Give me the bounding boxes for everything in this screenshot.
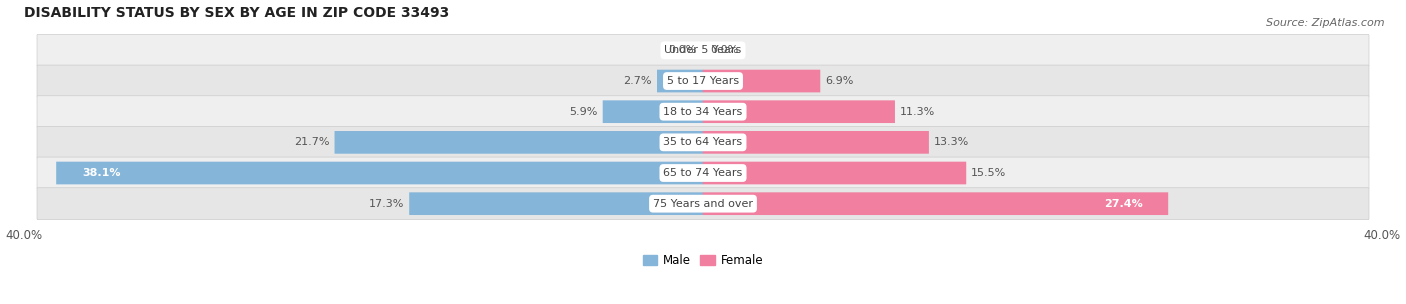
Text: 75 Years and over: 75 Years and over bbox=[652, 199, 754, 209]
FancyBboxPatch shape bbox=[603, 100, 703, 123]
Text: 35 to 64 Years: 35 to 64 Years bbox=[664, 137, 742, 147]
FancyBboxPatch shape bbox=[657, 70, 703, 92]
FancyBboxPatch shape bbox=[703, 100, 896, 123]
Text: 5 to 17 Years: 5 to 17 Years bbox=[666, 76, 740, 86]
Text: 2.7%: 2.7% bbox=[624, 76, 652, 86]
FancyBboxPatch shape bbox=[56, 162, 703, 184]
Text: 27.4%: 27.4% bbox=[1104, 199, 1143, 209]
Text: 17.3%: 17.3% bbox=[368, 199, 405, 209]
FancyBboxPatch shape bbox=[703, 70, 820, 92]
FancyBboxPatch shape bbox=[37, 65, 1369, 97]
Text: 15.5%: 15.5% bbox=[972, 168, 1007, 178]
Text: 0.0%: 0.0% bbox=[668, 45, 696, 55]
Text: 13.3%: 13.3% bbox=[934, 137, 969, 147]
FancyBboxPatch shape bbox=[37, 188, 1369, 219]
FancyBboxPatch shape bbox=[703, 192, 1168, 215]
Text: 18 to 34 Years: 18 to 34 Years bbox=[664, 107, 742, 117]
FancyBboxPatch shape bbox=[703, 162, 966, 184]
FancyBboxPatch shape bbox=[37, 96, 1369, 128]
Text: 38.1%: 38.1% bbox=[82, 168, 121, 178]
Text: Under 5 Years: Under 5 Years bbox=[665, 45, 741, 55]
Text: 21.7%: 21.7% bbox=[294, 137, 329, 147]
Text: 0.0%: 0.0% bbox=[710, 45, 738, 55]
FancyBboxPatch shape bbox=[37, 34, 1369, 66]
Text: 6.9%: 6.9% bbox=[825, 76, 853, 86]
Legend: Male, Female: Male, Female bbox=[638, 249, 768, 272]
FancyBboxPatch shape bbox=[409, 192, 703, 215]
FancyBboxPatch shape bbox=[335, 131, 703, 154]
Text: 65 to 74 Years: 65 to 74 Years bbox=[664, 168, 742, 178]
FancyBboxPatch shape bbox=[703, 131, 929, 154]
Text: 5.9%: 5.9% bbox=[569, 107, 598, 117]
Text: Source: ZipAtlas.com: Source: ZipAtlas.com bbox=[1267, 18, 1385, 28]
Text: 11.3%: 11.3% bbox=[900, 107, 935, 117]
FancyBboxPatch shape bbox=[37, 126, 1369, 158]
FancyBboxPatch shape bbox=[37, 157, 1369, 189]
Text: DISABILITY STATUS BY SEX BY AGE IN ZIP CODE 33493: DISABILITY STATUS BY SEX BY AGE IN ZIP C… bbox=[24, 5, 450, 19]
